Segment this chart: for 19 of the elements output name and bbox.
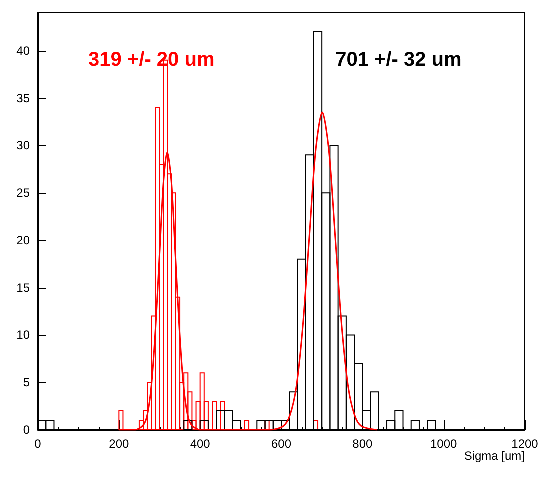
x-tick-label: 0 [34,437,42,451]
y-tick-label: 15 [16,280,30,295]
x-tick-label: 400 [190,437,211,451]
y-tick-label: 30 [16,138,30,153]
x-tick-label: 1000 [430,437,458,451]
y-tick-label: 10 [16,328,30,342]
y-tick-label: 25 [16,186,30,200]
y-tick-label: 5 [23,376,30,390]
y-tick-label: 35 [16,91,30,106]
annotation: 701 +/- 32 um [336,49,462,71]
y-tick-label: 0 [23,423,30,437]
x-axis-title: Sigma [um] [464,449,525,463]
x-tick-label: 600 [271,437,292,451]
annotation: 319 +/- 20 um [88,49,215,71]
y-tick-label: 20 [16,233,30,248]
x-tick-label: 200 [109,437,130,451]
x-tick-label: 1200 [512,437,539,451]
x-tick-label: 800 [352,437,373,451]
y-tick-label: 40 [16,44,30,58]
